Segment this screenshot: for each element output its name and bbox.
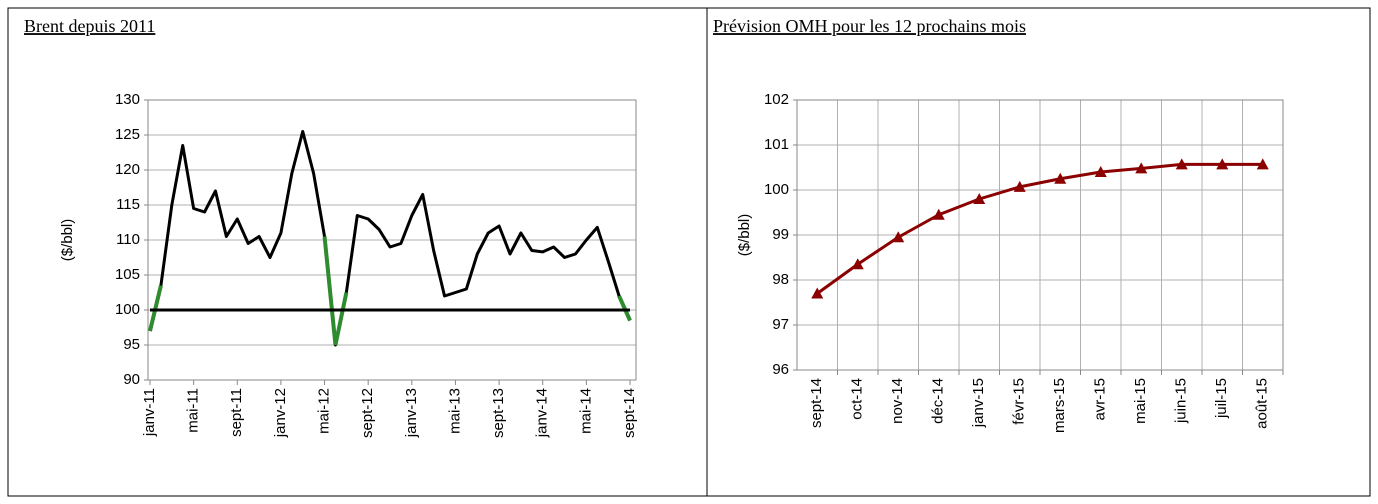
y-tick-label: 115 (116, 196, 140, 213)
y-tick-label: 98 (772, 271, 789, 288)
x-tick-label: oct-14 (849, 378, 866, 420)
marker (1256, 158, 1269, 170)
marker (811, 287, 824, 299)
y-tick-label: 101 (764, 136, 789, 153)
below-segment (148, 285, 163, 332)
marker (851, 258, 864, 270)
x-tick-label: mai-12 (316, 388, 333, 434)
below-segment (617, 295, 632, 322)
y-tick-label: 125 (115, 126, 140, 143)
x-tick-label: mars-15 (1051, 378, 1068, 433)
y-axis-label: ($/bbl) (59, 219, 76, 262)
y-tick-label: 110 (116, 231, 140, 248)
x-tick-label: mai-13 (446, 388, 463, 434)
x-tick-label: juil-15 (1213, 378, 1230, 419)
marker (892, 231, 905, 243)
chart-title: Prévision OMH pour les 12 prochains mois (713, 16, 1026, 36)
y-tick-label: 120 (115, 161, 140, 178)
marker (932, 208, 945, 220)
x-tick-label: janv-13 (403, 388, 420, 438)
x-tick-label: déc-14 (930, 378, 947, 424)
x-tick-label: avr-15 (1092, 378, 1109, 421)
below-segment (333, 292, 349, 346)
marker (1013, 180, 1026, 192)
series-line (816, 162, 1263, 295)
y-tick-label: 100 (764, 181, 789, 198)
y-tick-label: 130 (115, 91, 140, 108)
x-tick-label: janv-15 (970, 378, 987, 428)
x-tick-label: juin-15 (1173, 378, 1190, 424)
marker (1054, 172, 1067, 184)
x-tick-label: août-15 (1254, 378, 1271, 429)
marker (1216, 158, 1229, 170)
x-tick-label: mai-14 (577, 388, 594, 434)
below-segment (322, 236, 338, 346)
y-tick-label: 102 (764, 91, 789, 108)
chart-title: Brent depuis 2011 (24, 16, 155, 36)
x-tick-label: janv-11 (141, 388, 158, 437)
marker (1175, 158, 1188, 170)
y-tick-label: 99 (772, 226, 789, 243)
marker (1094, 166, 1107, 177)
x-tick-label: févr-15 (1011, 378, 1028, 425)
y-tick-label: 97 (772, 316, 789, 333)
x-tick-label: sept-14 (808, 378, 825, 428)
plot-area (147, 99, 637, 381)
marker (1135, 162, 1148, 174)
x-tick-label: sept-12 (359, 388, 376, 438)
x-tick-label: janv-12 (272, 388, 289, 438)
x-tick-label: mai-15 (1132, 378, 1149, 424)
table-border (7, 7, 1371, 497)
y-tick-label: 105 (115, 266, 140, 283)
marker (973, 193, 986, 204)
x-tick-label: nov-14 (889, 378, 906, 424)
x-tick-label: sept-11 (228, 388, 245, 437)
x-tick-label: janv-14 (534, 388, 551, 438)
y-tick-label: 96 (772, 361, 789, 378)
series-line (148, 130, 632, 347)
y-tick-label: 95 (123, 336, 140, 353)
x-tick-label: sept-13 (490, 388, 507, 438)
y-axis-label: ($/bbl) (736, 214, 753, 257)
x-tick-label: sept-14 (621, 388, 638, 438)
y-tick-label: 90 (123, 371, 140, 388)
y-tick-label: 100 (115, 301, 140, 318)
x-tick-label: mai-11 (185, 388, 202, 433)
